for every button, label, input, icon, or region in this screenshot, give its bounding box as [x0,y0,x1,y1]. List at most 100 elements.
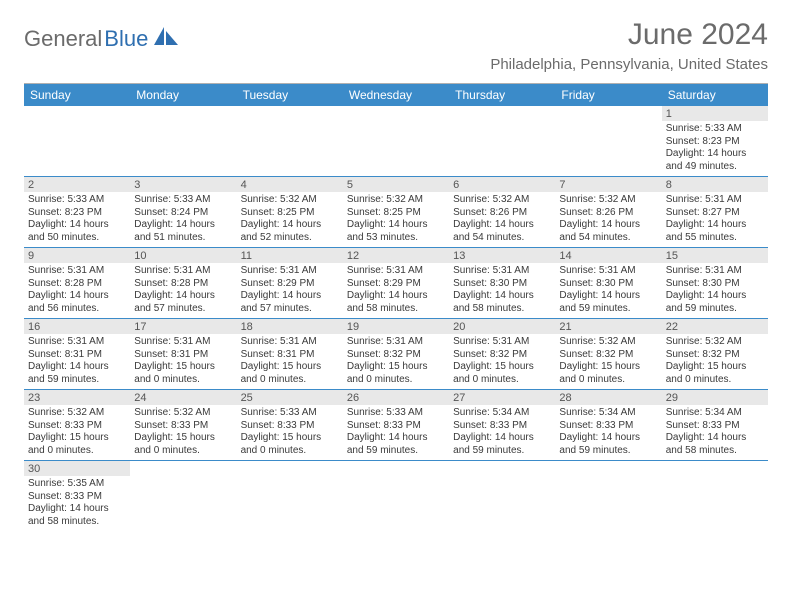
day-details: Sunrise: 5:31 AMSunset: 8:30 PMDaylight:… [449,263,555,318]
day-cell [24,106,130,176]
day-cell: 10Sunrise: 5:31 AMSunset: 8:28 PMDayligh… [130,248,236,318]
detail-line: Sunrise: 5:32 AM [134,407,232,420]
detail-line: Daylight: 14 hours [134,290,232,303]
detail-line: and 59 minutes. [666,303,764,316]
detail-line: Sunset: 8:25 PM [241,207,339,220]
day-details: Sunrise: 5:32 AMSunset: 8:25 PMDaylight:… [237,192,343,247]
detail-line: Sunrise: 5:31 AM [347,265,445,278]
day-cell: 27Sunrise: 5:34 AMSunset: 8:33 PMDayligh… [449,390,555,460]
week-row: 16Sunrise: 5:31 AMSunset: 8:31 PMDayligh… [24,319,768,390]
detail-line: Sunset: 8:29 PM [241,278,339,291]
detail-line: Daylight: 14 hours [28,503,126,516]
day-details: Sunrise: 5:33 AMSunset: 8:33 PMDaylight:… [343,405,449,460]
weekday-header: Friday [555,84,661,106]
detail-line: Daylight: 14 hours [666,432,764,445]
day-details: Sunrise: 5:31 AMSunset: 8:28 PMDaylight:… [24,263,130,318]
detail-line: Daylight: 15 hours [241,361,339,374]
week-row: 30Sunrise: 5:35 AMSunset: 8:33 PMDayligh… [24,461,768,531]
day-number: 20 [449,319,555,334]
detail-line: and 58 minutes. [347,303,445,316]
detail-line: Sunset: 8:29 PM [347,278,445,291]
detail-line: Sunset: 8:27 PM [666,207,764,220]
detail-line: and 50 minutes. [28,232,126,245]
day-number: 17 [130,319,236,334]
detail-line: Sunset: 8:33 PM [241,420,339,433]
day-number: 30 [24,461,130,476]
day-number: 11 [237,248,343,263]
day-cell [343,106,449,176]
detail-line: and 59 minutes. [28,374,126,387]
day-cell: 1Sunrise: 5:33 AMSunset: 8:23 PMDaylight… [662,106,768,176]
day-cell: 3Sunrise: 5:33 AMSunset: 8:24 PMDaylight… [130,177,236,247]
detail-line: and 59 minutes. [559,303,657,316]
detail-line: Sunrise: 5:31 AM [453,336,551,349]
day-number: 7 [555,177,661,192]
detail-line: Daylight: 15 hours [28,432,126,445]
detail-line: Sunrise: 5:32 AM [559,194,657,207]
day-cell [449,461,555,531]
detail-line: Sunrise: 5:31 AM [134,265,232,278]
detail-line: Daylight: 15 hours [134,361,232,374]
logo: General Blue [24,26,180,52]
detail-line: Sunrise: 5:31 AM [28,336,126,349]
detail-line: Sunset: 8:28 PM [134,278,232,291]
weekday-header: Monday [130,84,236,106]
detail-line: Sunset: 8:32 PM [347,349,445,362]
day-details: Sunrise: 5:31 AMSunset: 8:31 PMDaylight:… [237,334,343,389]
detail-line: Sunset: 8:33 PM [666,420,764,433]
detail-line: Daylight: 14 hours [453,219,551,232]
day-details: Sunrise: 5:31 AMSunset: 8:31 PMDaylight:… [24,334,130,389]
detail-line: Daylight: 14 hours [28,290,126,303]
day-details: Sunrise: 5:32 AMSunset: 8:26 PMDaylight:… [555,192,661,247]
day-details: Sunrise: 5:32 AMSunset: 8:26 PMDaylight:… [449,192,555,247]
day-number: 22 [662,319,768,334]
detail-line: and 57 minutes. [134,303,232,316]
detail-line: Sunset: 8:31 PM [241,349,339,362]
detail-line: Sunrise: 5:32 AM [453,194,551,207]
detail-line: Sunset: 8:32 PM [666,349,764,362]
detail-line: and 58 minutes. [666,445,764,458]
weekday-header: Thursday [449,84,555,106]
detail-line: and 0 minutes. [28,445,126,458]
detail-line: and 0 minutes. [134,445,232,458]
detail-line: and 59 minutes. [559,445,657,458]
detail-line: Sunset: 8:26 PM [453,207,551,220]
calendar: Sunday Monday Tuesday Wednesday Thursday… [24,83,768,531]
detail-line: Sunset: 8:33 PM [559,420,657,433]
day-details: Sunrise: 5:31 AMSunset: 8:29 PMDaylight:… [237,263,343,318]
detail-line: and 0 minutes. [559,374,657,387]
detail-line: Daylight: 15 hours [559,361,657,374]
location-subtitle: Philadelphia, Pennsylvania, United State… [490,56,768,73]
detail-line: Daylight: 14 hours [453,432,551,445]
day-details: Sunrise: 5:31 AMSunset: 8:32 PMDaylight:… [343,334,449,389]
month-title: June 2024 [490,18,768,52]
detail-line: Sunset: 8:33 PM [28,491,126,504]
detail-line: and 58 minutes. [453,303,551,316]
logo-text-blue: Blue [104,26,148,52]
day-number: 8 [662,177,768,192]
day-number: 14 [555,248,661,263]
detail-line: Sunset: 8:28 PM [28,278,126,291]
day-cell: 14Sunrise: 5:31 AMSunset: 8:30 PMDayligh… [555,248,661,318]
detail-line: Daylight: 14 hours [666,148,764,161]
day-details: Sunrise: 5:35 AMSunset: 8:33 PMDaylight:… [24,476,130,531]
day-details: Sunrise: 5:33 AMSunset: 8:23 PMDaylight:… [662,121,768,176]
day-details: Sunrise: 5:31 AMSunset: 8:32 PMDaylight:… [449,334,555,389]
day-details: Sunrise: 5:33 AMSunset: 8:23 PMDaylight:… [24,192,130,247]
day-number: 16 [24,319,130,334]
day-details: Sunrise: 5:33 AMSunset: 8:33 PMDaylight:… [237,405,343,460]
detail-line: Sunset: 8:33 PM [453,420,551,433]
detail-line: Sunset: 8:30 PM [666,278,764,291]
detail-line: Sunset: 8:33 PM [134,420,232,433]
day-number: 29 [662,390,768,405]
day-cell: 22Sunrise: 5:32 AMSunset: 8:32 PMDayligh… [662,319,768,389]
detail-line: Sunrise: 5:31 AM [241,265,339,278]
day-number: 2 [24,177,130,192]
day-number: 9 [24,248,130,263]
detail-line: Sunset: 8:24 PM [134,207,232,220]
detail-line: Sunset: 8:26 PM [559,207,657,220]
weekday-header: Saturday [662,84,768,106]
detail-line: and 52 minutes. [241,232,339,245]
day-details: Sunrise: 5:31 AMSunset: 8:27 PMDaylight:… [662,192,768,247]
day-cell [555,461,661,531]
